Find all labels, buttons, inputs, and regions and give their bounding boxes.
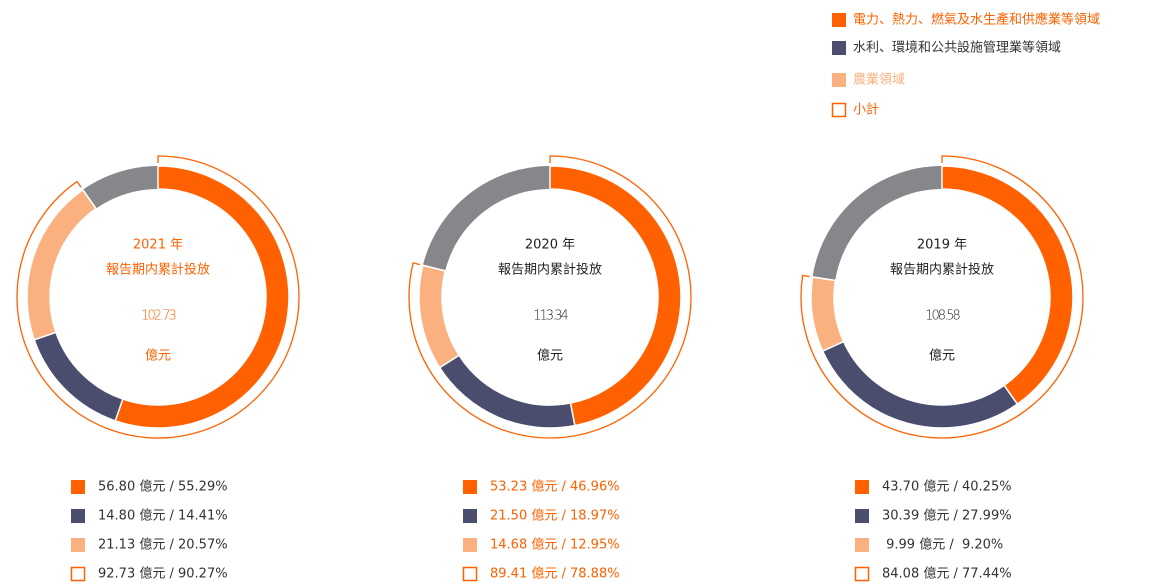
value-swatch	[855, 538, 869, 552]
legend-swatch	[832, 73, 846, 87]
donut-subtitle: 報告期内累計投放	[498, 262, 602, 278]
value-label: 43.70 億元 / 40.25%	[882, 479, 1012, 495]
donut-segment	[438, 354, 576, 429]
value-label: 9.99 億元 / 9.20%	[882, 537, 1003, 553]
value-swatch	[462, 566, 478, 582]
donut-segment	[33, 331, 124, 422]
subtotal-arc	[408, 155, 692, 439]
donut-total: 113.34	[533, 309, 568, 324]
donut-segment	[821, 340, 1019, 429]
value-swatch	[463, 538, 477, 552]
donut-segment	[26, 188, 98, 341]
value-swatch	[463, 509, 477, 523]
donut-title: 2021 年	[133, 238, 183, 253]
value-swatch	[855, 509, 869, 523]
value-label: 53.23 億元 / 46.96%	[490, 479, 620, 495]
legend-label: 農業領域	[853, 72, 905, 88]
value-swatch	[854, 566, 870, 582]
donut-segment	[418, 264, 461, 369]
value-label: 21.13 億元 / 20.57%	[98, 537, 228, 553]
donut-total: 102.73	[141, 309, 175, 324]
value-swatch	[70, 566, 86, 582]
value-label: 21.50 億元 / 18.97%	[490, 508, 620, 524]
value-swatch	[71, 509, 85, 523]
value-swatch	[71, 480, 85, 494]
donut-segment	[941, 165, 1074, 406]
segment-separator	[82, 189, 97, 210]
legend-label: 電力、熱力、燃氣及水生產和供應業等領域	[853, 12, 1100, 28]
donut-segment	[549, 165, 682, 427]
subtotal-arc	[800, 155, 1084, 439]
donut-unit: 億元	[537, 348, 563, 364]
value-label: 14.68 億元 / 12.95%	[490, 537, 620, 553]
subtotal-arc	[16, 155, 300, 439]
value-swatch	[855, 480, 869, 494]
donut-title: 2020 年	[525, 238, 575, 253]
segment-separator	[812, 276, 836, 282]
legend-label: 水利、環境和公共設施管理業等領域	[853, 40, 1061, 56]
value-label: 14.80 億元 / 14.41%	[98, 508, 228, 524]
value-label: 84.08 億元 / 77.44%	[882, 566, 1012, 582]
legend-swatch	[832, 41, 846, 55]
value-swatch	[463, 480, 477, 494]
donut-subtitle: 報告期内累計投放	[890, 262, 994, 278]
value-label: 89.41 億元 / 78.88%	[490, 566, 620, 582]
legend-swatch	[832, 13, 846, 27]
donut-total: 108.58	[925, 309, 960, 324]
value-label: 92.73 億元 / 90.27%	[98, 566, 228, 582]
legend-label: 小計	[853, 102, 879, 118]
donut-unit: 億元	[929, 348, 955, 364]
donut-segment	[114, 165, 290, 429]
segment-separator	[422, 264, 446, 272]
donut-title: 2019 年	[917, 238, 967, 253]
value-swatch	[71, 538, 85, 552]
legend-swatch	[831, 102, 847, 118]
value-label: 30.39 億元 / 27.99%	[882, 508, 1012, 524]
value-label: 56.80 億元 / 55.29%	[98, 479, 228, 495]
donut-subtitle: 報告期内累計投放	[106, 262, 210, 278]
donut-unit: 億元	[145, 348, 171, 364]
donut-segment	[810, 276, 845, 353]
